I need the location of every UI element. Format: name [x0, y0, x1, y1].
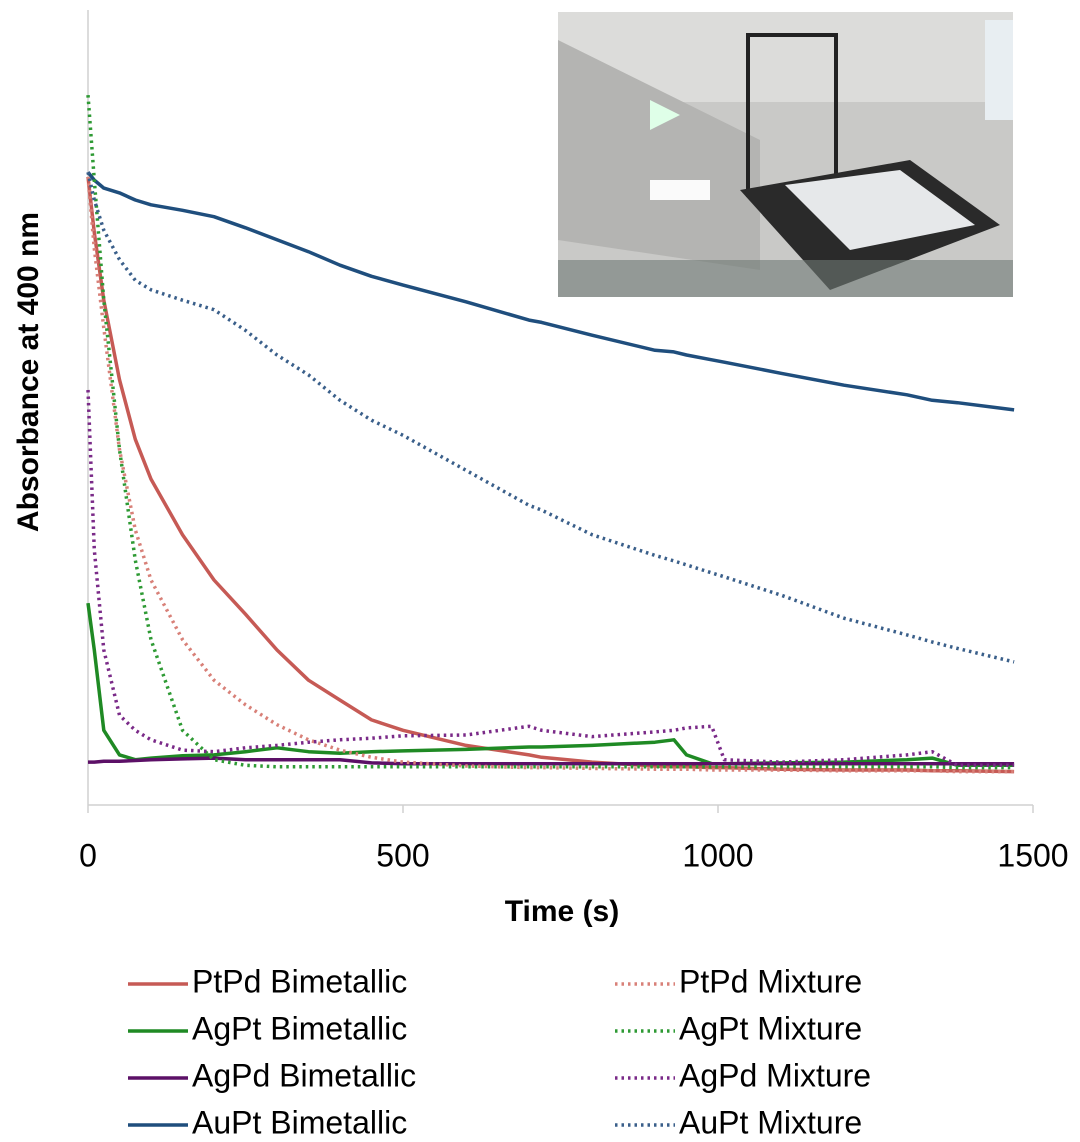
- series-line: [86, 389, 1015, 768]
- legend-label: PtPd Mixture: [679, 963, 862, 999]
- legend-label: AuPt Bimetallic: [192, 1104, 407, 1140]
- series-line: [86, 171, 1015, 664]
- series-line: [88, 756, 1015, 766]
- series-line: [86, 176, 1015, 774]
- x-tick-label: 1500: [997, 837, 1068, 873]
- series-line: [86, 94, 1015, 770]
- series-line: [86, 176, 1015, 774]
- x-tick-label: 1000: [682, 837, 753, 873]
- series-line: [86, 171, 1015, 412]
- legend-label: AuPt Mixture: [679, 1104, 862, 1140]
- legend-label: PtPd Bimetallic: [192, 963, 407, 999]
- legend-label: AgPd Bimetallic: [192, 1057, 416, 1093]
- x-tick-label: 500: [376, 837, 429, 873]
- inset-photo: [558, 12, 1013, 297]
- x-tick-label: 0: [79, 837, 97, 873]
- legend-label: AgPd Mixture: [679, 1057, 871, 1093]
- y-axis-title: Absorbance at 400 nm: [12, 212, 45, 532]
- legend-label: AgPt Bimetallic: [192, 1010, 407, 1046]
- legend-label: AgPt Mixture: [679, 1010, 862, 1046]
- x-axis-title: Time (s): [505, 895, 619, 928]
